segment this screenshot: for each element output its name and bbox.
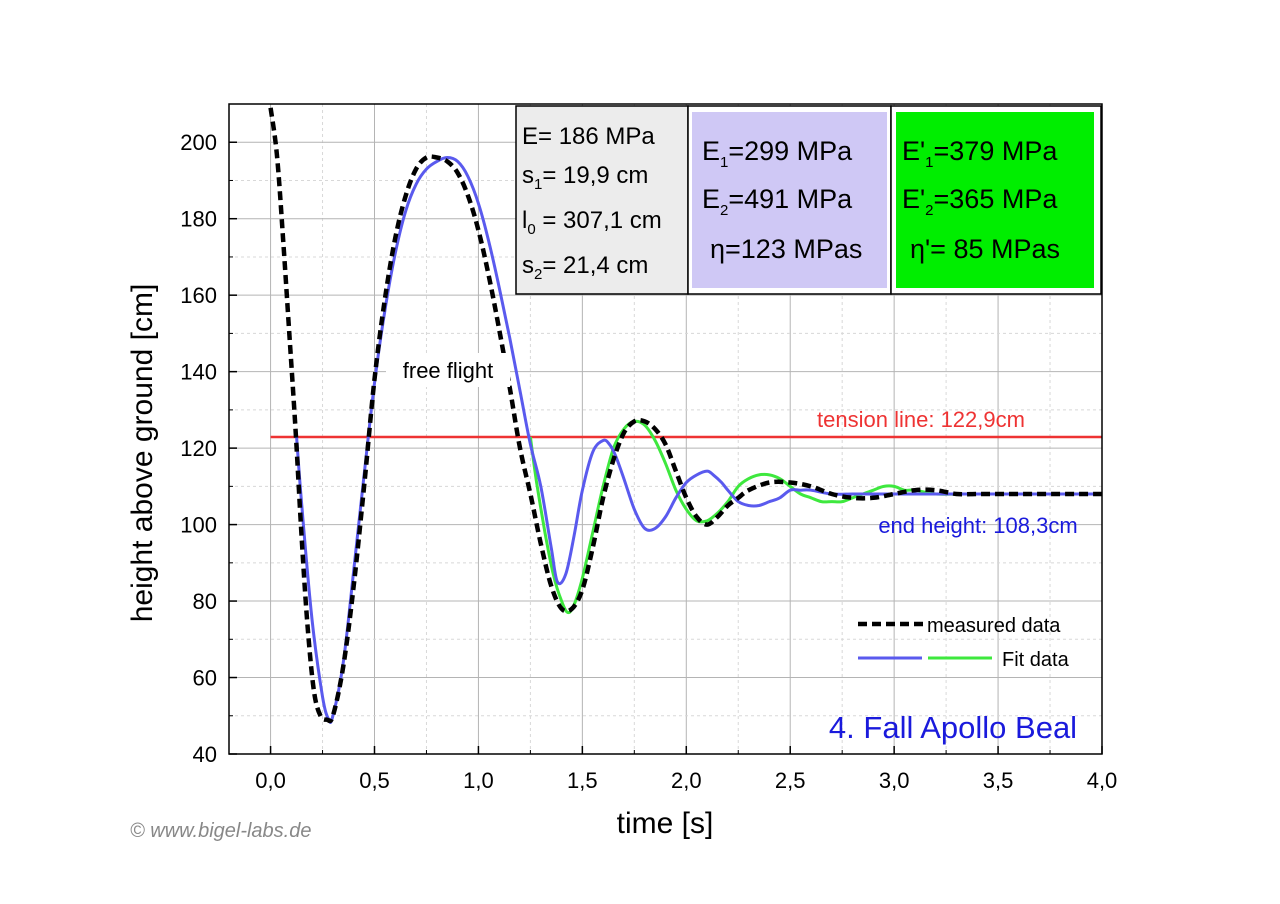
- param-s1: s1= 19,9 cm: [522, 162, 648, 193]
- params-box: E= 186 MPa s1= 19,9 cm l0 = 307,1 cm s2=…: [515, 105, 689, 295]
- series-layer: [268, 107, 1102, 724]
- legend-measured-label: measured data: [927, 615, 1061, 637]
- series-fit-blue: [295, 155, 1102, 724]
- y-tick-label: 40: [193, 742, 217, 767]
- x-tick-label: 3,0: [879, 768, 910, 793]
- y-tick-label: 80: [193, 589, 217, 614]
- plot-frame: [228, 103, 1103, 755]
- x-tick-label: 0,0: [255, 768, 286, 793]
- copyright-text: © www.bigel-labs.de: [130, 820, 312, 842]
- y-axis-title: height above ground [cm]: [126, 284, 159, 623]
- tension-line-label: tension line: 122,9cm: [817, 407, 1025, 432]
- series-measured: [268, 107, 1102, 724]
- fit-box-2: E'1=379 MPa E'2=365 MPa η'= 85 MPas: [890, 105, 1102, 295]
- fit1-eta: η=123 MPas: [710, 234, 862, 264]
- y-tick-label: 180: [180, 207, 217, 232]
- x-tick-label: 4,0: [1087, 768, 1118, 793]
- x-tick-label: 2,5: [775, 768, 806, 793]
- param-E: E= 186 MPa: [522, 123, 655, 150]
- x-axis-title: time [s]: [617, 807, 714, 840]
- y-tick-label: 120: [180, 436, 217, 461]
- y-tick-label: 200: [180, 130, 217, 155]
- y-tick-label: 160: [180, 283, 217, 308]
- legend: measured data Fit data: [858, 615, 1070, 671]
- free-flight-bg: [386, 353, 510, 387]
- y-tick-label: 60: [193, 666, 217, 691]
- fit1-E1: E1=299 MPa: [702, 136, 853, 171]
- free-flight-label: free flight: [403, 358, 494, 383]
- fit2-E2: E'2=365 MPa: [902, 184, 1058, 219]
- x-tick-label: 3,5: [983, 768, 1014, 793]
- x-tick-label: 1,5: [567, 768, 598, 793]
- fit-box-1-panel: [692, 112, 887, 288]
- params-box-bg: [515, 105, 689, 295]
- fit2-eta: η'= 85 MPas: [910, 234, 1060, 264]
- x-tick-label: 2,0: [671, 768, 702, 793]
- param-s2: s2= 21,4 cm: [522, 252, 648, 283]
- fit2-E1: E'1=379 MPa: [902, 136, 1058, 171]
- x-tick-label: 0,5: [359, 768, 390, 793]
- series-fit-green: [528, 419, 1102, 615]
- x-tick-label: 1,0: [463, 768, 494, 793]
- axis-ticks: 0,0 0,5 1,0 1,5 2,0 2,5 3,0 3,5 4,0 40 60 80 100 120 1…: [180, 103, 1118, 793]
- legend-fit-label: Fit data: [1002, 649, 1070, 671]
- y-tick-label: 100: [180, 513, 217, 538]
- fit-box-1: E1=299 MPa E2=491 MPa η=123 MPas: [687, 105, 892, 295]
- chart-title: 4. Fall Apollo Beal: [829, 710, 1077, 745]
- fit1-E2: E2=491 MPa: [702, 184, 853, 219]
- end-height-label: end height: 108,3cm: [878, 513, 1077, 538]
- fit-box-2-panel: [896, 112, 1094, 288]
- param-l0: l0 = 307,1 cm: [522, 207, 662, 238]
- y-tick-label: 140: [180, 360, 217, 385]
